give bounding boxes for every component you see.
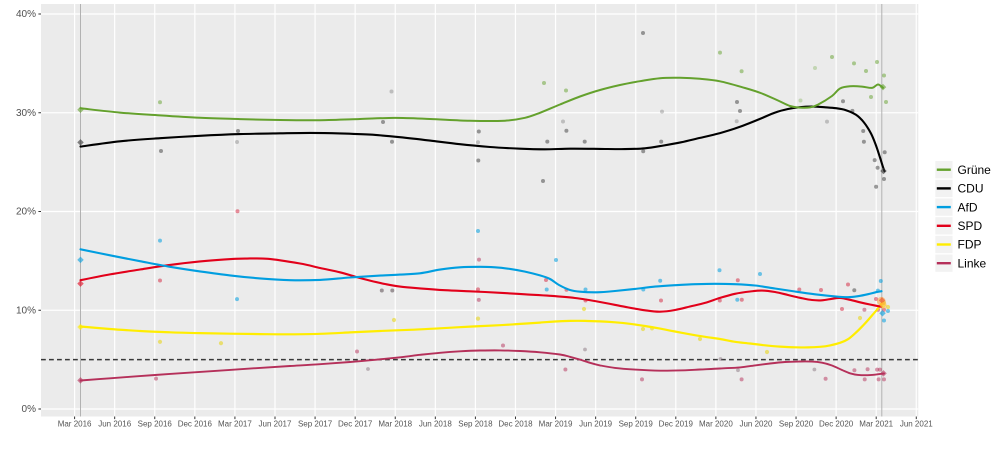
- svg-text:Dec 2020: Dec 2020: [819, 420, 854, 429]
- svg-text:0%: 0%: [22, 404, 37, 415]
- svg-text:Dec 2016: Dec 2016: [178, 420, 213, 429]
- svg-text:Dec 2018: Dec 2018: [498, 420, 533, 429]
- svg-text:AfD: AfD: [958, 200, 978, 214]
- svg-text:Sep 2018: Sep 2018: [458, 420, 493, 429]
- svg-text:Jun 2016: Jun 2016: [98, 420, 131, 429]
- svg-text:30%: 30%: [16, 108, 36, 119]
- svg-text:Dec 2017: Dec 2017: [338, 420, 373, 429]
- svg-text:Jun 2021: Jun 2021: [900, 420, 933, 429]
- svg-text:Jun 2017: Jun 2017: [259, 420, 292, 429]
- svg-text:Dec 2019: Dec 2019: [659, 420, 694, 429]
- svg-text:Jun 2018: Jun 2018: [419, 420, 452, 429]
- svg-text:Mar 2021: Mar 2021: [859, 420, 893, 429]
- svg-text:FDP: FDP: [958, 238, 982, 252]
- svg-text:Grüne: Grüne: [958, 163, 992, 177]
- svg-text:Jun 2020: Jun 2020: [739, 420, 772, 429]
- svg-text:Sep 2019: Sep 2019: [619, 420, 654, 429]
- svg-text:40%: 40%: [16, 9, 36, 20]
- svg-text:Mar 2018: Mar 2018: [378, 420, 412, 429]
- svg-text:20%: 20%: [16, 207, 36, 218]
- svg-text:SPD: SPD: [958, 219, 983, 233]
- svg-text:Mar 2016: Mar 2016: [58, 420, 92, 429]
- svg-text:Mar 2020: Mar 2020: [699, 420, 733, 429]
- svg-text:Mar 2017: Mar 2017: [218, 420, 252, 429]
- svg-text:Sep 2016: Sep 2016: [138, 420, 173, 429]
- svg-text:Linke: Linke: [958, 256, 987, 270]
- svg-text:Sep 2017: Sep 2017: [298, 420, 333, 429]
- svg-text:Mar 2019: Mar 2019: [539, 420, 573, 429]
- svg-text:Sep 2020: Sep 2020: [779, 420, 814, 429]
- svg-text:10%: 10%: [16, 305, 36, 316]
- svg-text:CDU: CDU: [958, 182, 984, 196]
- svg-text:Jun 2019: Jun 2019: [579, 420, 612, 429]
